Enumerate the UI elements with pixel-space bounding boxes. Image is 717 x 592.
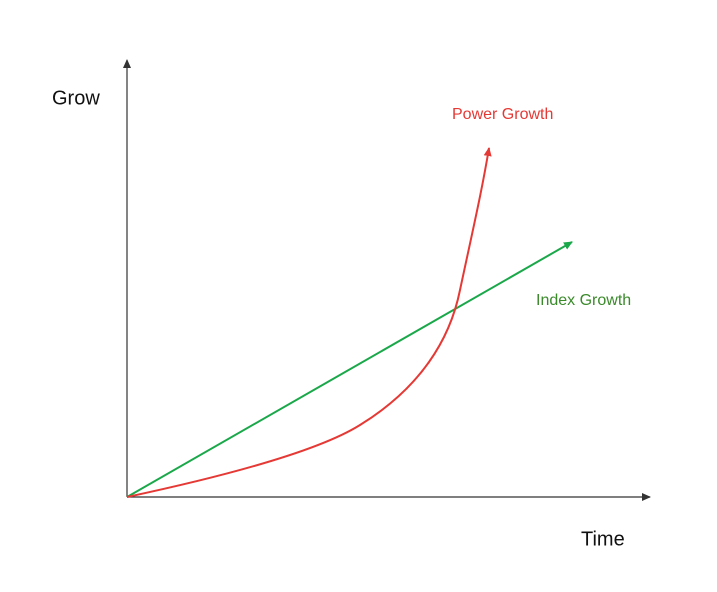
curve-label: Power Growth	[452, 106, 553, 123]
x-axis-label: Time	[581, 528, 625, 550]
curve-label: Index Growth	[536, 292, 631, 309]
y-axis-label: Grow	[52, 87, 100, 109]
power-growth-curve	[126, 147, 492, 498]
index-growth-line	[126, 241, 573, 498]
